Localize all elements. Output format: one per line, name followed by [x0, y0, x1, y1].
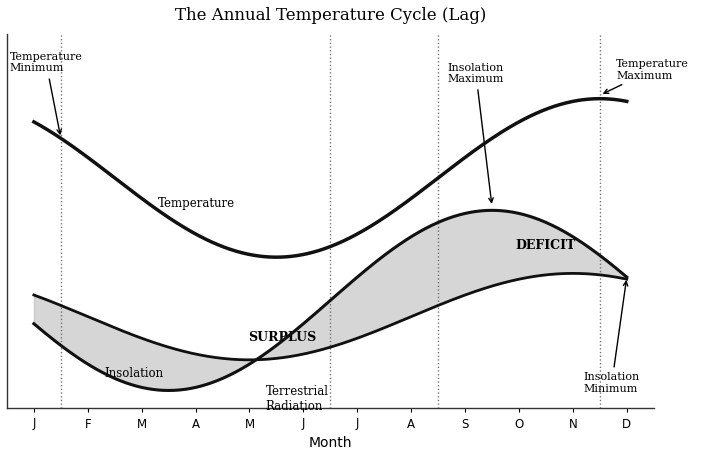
- Text: Terrestrial
Radiation: Terrestrial Radiation: [265, 384, 329, 413]
- Text: Insolation: Insolation: [104, 367, 163, 379]
- Text: SURPLUS: SURPLUS: [248, 331, 316, 344]
- Text: Temperature
Minimum: Temperature Minimum: [10, 52, 83, 134]
- Text: DEFICIT: DEFICIT: [516, 239, 576, 251]
- X-axis label: Month: Month: [309, 436, 352, 450]
- Text: Temperature
Maximum: Temperature Maximum: [604, 59, 689, 93]
- Text: Temperature: Temperature: [158, 197, 235, 210]
- Title: The Annual Temperature Cycle (Lag): The Annual Temperature Cycle (Lag): [175, 7, 486, 24]
- Text: Insolation
Maximum: Insolation Maximum: [448, 63, 504, 202]
- Text: Insolation
Minimum: Insolation Minimum: [583, 282, 640, 394]
